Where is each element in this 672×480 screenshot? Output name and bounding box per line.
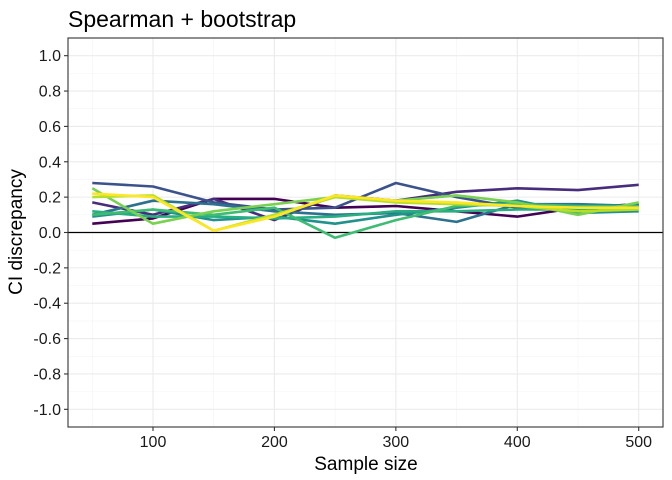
x-tick-label: 400 [504,434,531,451]
y-tick-label: 0.0 [39,225,61,242]
x-tick-label: 200 [261,434,288,451]
series-group [91,181,639,240]
series-line-1 [92,197,639,225]
series-line-10 [92,192,639,232]
x-tick-label: 100 [140,434,167,451]
y-tick-label: 0.4 [39,154,61,171]
y-tick-label: -0.4 [33,296,61,313]
y-tick-label: -0.2 [33,260,61,277]
y-axis: -1.0 -0.8 -0.6 -0.4 -0.2 0.0 0.2 0.4 0.6 0.8 1.0 [33,48,68,419]
x-tick-label: 300 [383,434,410,451]
y-tick-label: -0.6 [33,331,61,348]
y-tick-label: 0.2 [39,190,61,207]
x-tick-label: 500 [625,434,652,451]
y-axis-title: CI discrepancy [6,169,27,295]
y-tick-label: -0.8 [33,366,61,383]
chart-title: Spearman + bootstrap [68,6,296,32]
y-tick-label: 0.8 [39,84,61,101]
y-tick-label: -1.0 [33,402,61,419]
x-axis-title: Sample size [314,454,418,475]
y-tick-label: 1.0 [39,48,61,65]
x-axis: 100 200 300 400 500 [140,427,652,451]
y-tick-label: 0.6 [39,119,61,136]
